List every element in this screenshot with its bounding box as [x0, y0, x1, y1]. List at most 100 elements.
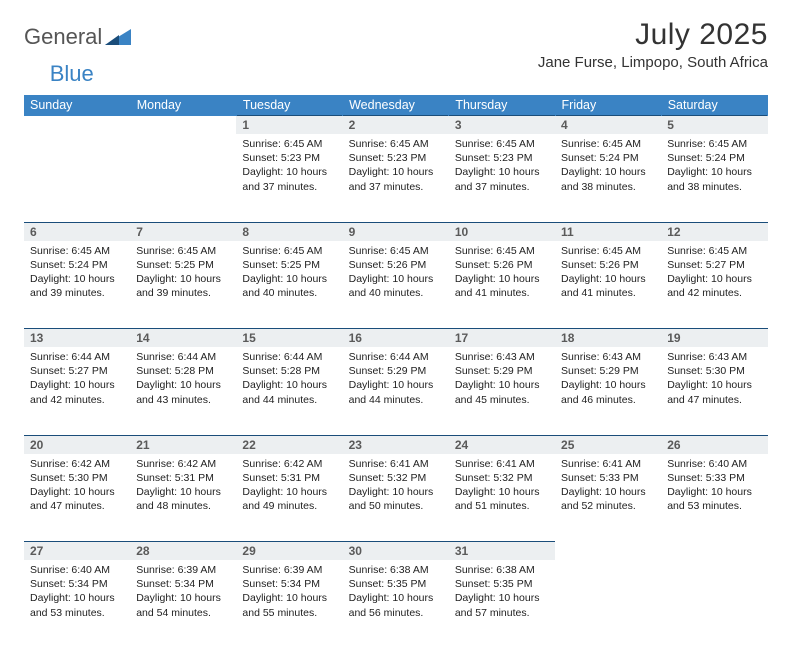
day-cell [661, 560, 767, 648]
day-number-cell [661, 542, 767, 561]
sunrise-text: Sunrise: 6:45 AM [349, 137, 443, 151]
day-number-cell: 13 [24, 329, 130, 348]
day-cell: Sunrise: 6:40 AMSunset: 5:33 PMDaylight:… [661, 454, 767, 542]
location-label: Jane Furse, Limpopo, South Africa [538, 54, 768, 71]
day-number-cell: 16 [343, 329, 449, 348]
day-number-cell: 9 [343, 222, 449, 241]
sunset-text: Sunset: 5:27 PM [667, 258, 761, 272]
day-number-cell: 27 [24, 542, 130, 561]
daylight-text-2: and 53 minutes. [30, 606, 124, 620]
day-cell: Sunrise: 6:39 AMSunset: 5:34 PMDaylight:… [130, 560, 236, 648]
day-content-row: Sunrise: 6:44 AMSunset: 5:27 PMDaylight:… [24, 347, 768, 435]
day-cell: Sunrise: 6:45 AMSunset: 5:24 PMDaylight:… [661, 134, 767, 222]
daylight-text-1: Daylight: 10 hours [349, 165, 443, 179]
day-number-cell: 19 [661, 329, 767, 348]
sunrise-text: Sunrise: 6:44 AM [136, 350, 230, 364]
sunset-text: Sunset: 5:25 PM [242, 258, 336, 272]
daylight-text-2: and 49 minutes. [242, 499, 336, 513]
day-number-cell: 20 [24, 435, 130, 454]
sunset-text: Sunset: 5:29 PM [455, 364, 549, 378]
calendar-table: Sunday Monday Tuesday Wednesday Thursday… [24, 95, 768, 648]
daylight-text-2: and 39 minutes. [136, 286, 230, 300]
daylight-text-1: Daylight: 10 hours [561, 485, 655, 499]
daylight-text-1: Daylight: 10 hours [30, 591, 124, 605]
daylight-text-1: Daylight: 10 hours [136, 591, 230, 605]
day-cell: Sunrise: 6:38 AMSunset: 5:35 PMDaylight:… [343, 560, 449, 648]
day-number-cell: 1 [236, 116, 342, 135]
daylight-text-1: Daylight: 10 hours [242, 165, 336, 179]
day-content-row: Sunrise: 6:45 AM Sunset: 5:24 PM Daylight:… [24, 241, 768, 329]
daylight-text-2: and 47 minutes. [30, 499, 124, 513]
daylight-text-1: Daylight: 10 hours [455, 272, 549, 286]
sunrise-text: Sunrise: 6:45 AM [136, 244, 230, 258]
sunset-text: Sunset: 5:34 PM [242, 577, 336, 591]
day-cell [555, 560, 661, 648]
day-content-row: Sunrise: 6:45 AMSunset: 5:23 PMDaylight:… [24, 134, 768, 222]
weekday-header: Saturday [661, 95, 767, 116]
day-cell: Sunrise: 6:45 AMSunset: 5:27 PMDaylight:… [661, 241, 767, 329]
day-number-cell: 15 [236, 329, 342, 348]
day-cell: Sunrise: 6:38 AMSunset: 5:35 PMDaylight:… [449, 560, 555, 648]
sunrise-text: Sunrise: 6:40 AM [667, 457, 761, 471]
day-number-cell: 30 [343, 542, 449, 561]
daylight-text-2: and 38 minutes. [561, 180, 655, 194]
daylight-text-2: and 37 minutes. [455, 180, 549, 194]
daylight-text-2: and 37 minutes. [242, 180, 336, 194]
daylight-text-2: and 56 minutes. [349, 606, 443, 620]
day-cell: Sunrise: 6:42 AMSunset: 5:31 PMDaylight:… [236, 454, 342, 542]
sunset-text: Sunset: 5:35 PM [349, 577, 443, 591]
daylight-text-1: Daylight: 10 hours [242, 378, 336, 392]
sunrise-text: Sunrise: 6:45 AM [667, 137, 761, 151]
daylight-text-1: Daylight: 10 hours [30, 485, 124, 499]
day-cell: Sunrise: 6:42 AMSunset: 5:30 PMDaylight:… [24, 454, 130, 542]
daylight-text-1: Daylight: 10 hours [242, 272, 336, 286]
day-cell: Sunrise: 6:45 AMSunset: 5:26 PMDaylight:… [449, 241, 555, 329]
daylight-text-2: and 51 minutes. [455, 499, 549, 513]
sunset-text: Sunset: 5:33 PM [667, 471, 761, 485]
daylight-text-2: and 39 minutes. [30, 286, 124, 300]
sunset-text: Sunset: 5:34 PM [136, 577, 230, 591]
sunset-text: Sunset: 5:24 PM [30, 258, 124, 272]
day-cell [130, 134, 236, 222]
day-cell: Sunrise: 6:45 AMSunset: 5:23 PMDaylight:… [236, 134, 342, 222]
sunset-text: Sunset: 5:26 PM [349, 258, 443, 272]
daylight-text-2: and 50 minutes. [349, 499, 443, 513]
weekday-header-row: Sunday Monday Tuesday Wednesday Thursday… [24, 95, 768, 116]
sunrise-text: Sunrise: 6:45 AM [242, 244, 336, 258]
sunset-text: Sunset: 5:27 PM [30, 364, 124, 378]
month-title: July 2025 [538, 18, 768, 52]
day-cell: Sunrise: 6:44 AMSunset: 5:28 PMDaylight:… [236, 347, 342, 435]
day-cell: Sunrise: 6:41 AMSunset: 5:32 PMDaylight:… [449, 454, 555, 542]
day-cell: Sunrise: 6:44 AMSunset: 5:29 PMDaylight:… [343, 347, 449, 435]
daylight-text-2: and 45 minutes. [455, 393, 549, 407]
daylight-text-1: Daylight: 10 hours [136, 485, 230, 499]
sunrise-text: Sunrise: 6:44 AM [349, 350, 443, 364]
sunset-text: Sunset: 5:30 PM [30, 471, 124, 485]
sunrise-text: Sunrise: 6:45 AM [667, 244, 761, 258]
day-number-cell: 29 [236, 542, 342, 561]
day-number-cell [24, 116, 130, 135]
sunrise-text: Sunrise: 6:45 AM [561, 137, 655, 151]
day-cell: Sunrise: 6:44 AMSunset: 5:27 PMDaylight:… [24, 347, 130, 435]
weekday-header: Monday [130, 95, 236, 116]
day-number-cell: 4 [555, 116, 661, 135]
day-number-cell: 2 [343, 116, 449, 135]
sunset-text: Sunset: 5:28 PM [242, 364, 336, 378]
sunrise-text: Sunrise: 6:45 AM [349, 244, 443, 258]
day-cell: Sunrise: 6:44 AMSunset: 5:28 PMDaylight:… [130, 347, 236, 435]
daylight-text-2: and 41 minutes. [561, 286, 655, 300]
daylight-text-1: Daylight: 10 hours [455, 485, 549, 499]
day-cell: Sunrise: 6:43 AMSunset: 5:29 PMDaylight:… [555, 347, 661, 435]
sunset-text: Sunset: 5:23 PM [455, 151, 549, 165]
daylight-text-1: Daylight: 10 hours [667, 485, 761, 499]
day-number-cell: 12 [661, 222, 767, 241]
day-number-cell: 10 [449, 222, 555, 241]
sunset-text: Sunset: 5:23 PM [242, 151, 336, 165]
sunrise-text: Sunrise: 6:44 AM [30, 350, 124, 364]
day-cell [24, 134, 130, 222]
sunrise-text: Sunrise: 6:41 AM [561, 457, 655, 471]
daylight-text-1: Daylight: 10 hours [561, 272, 655, 286]
sunrise-text: Sunrise: 6:45 AM [455, 244, 549, 258]
daynum-row: 12345 [24, 116, 768, 135]
sunset-text: Sunset: 5:34 PM [30, 577, 124, 591]
